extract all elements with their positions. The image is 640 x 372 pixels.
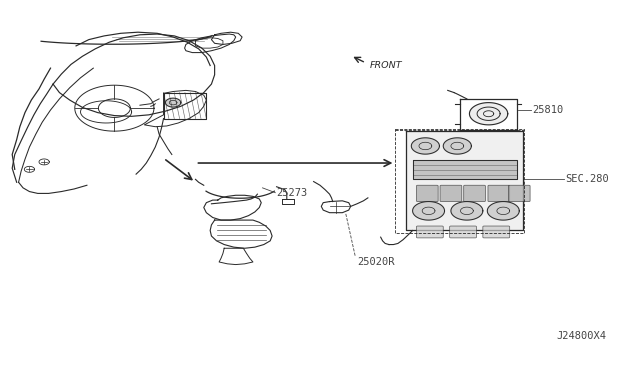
FancyBboxPatch shape <box>508 185 530 202</box>
Polygon shape <box>166 98 180 107</box>
Text: 25810: 25810 <box>532 105 563 115</box>
Text: 25020R: 25020R <box>357 257 394 267</box>
Polygon shape <box>444 138 471 154</box>
Polygon shape <box>412 138 440 154</box>
FancyBboxPatch shape <box>417 185 438 202</box>
Text: J24800X4: J24800X4 <box>556 331 606 341</box>
FancyBboxPatch shape <box>417 226 444 238</box>
Polygon shape <box>406 131 523 231</box>
FancyBboxPatch shape <box>464 185 485 202</box>
Polygon shape <box>451 202 483 220</box>
Polygon shape <box>413 202 445 220</box>
Polygon shape <box>470 103 508 125</box>
Text: SEC.280: SEC.280 <box>565 174 609 184</box>
Polygon shape <box>413 160 516 179</box>
FancyBboxPatch shape <box>488 185 509 202</box>
Text: 25273: 25273 <box>276 187 308 198</box>
Text: FRONT: FRONT <box>370 61 403 70</box>
FancyBboxPatch shape <box>450 226 476 238</box>
FancyBboxPatch shape <box>440 185 462 202</box>
FancyBboxPatch shape <box>483 226 509 238</box>
Polygon shape <box>487 202 519 220</box>
